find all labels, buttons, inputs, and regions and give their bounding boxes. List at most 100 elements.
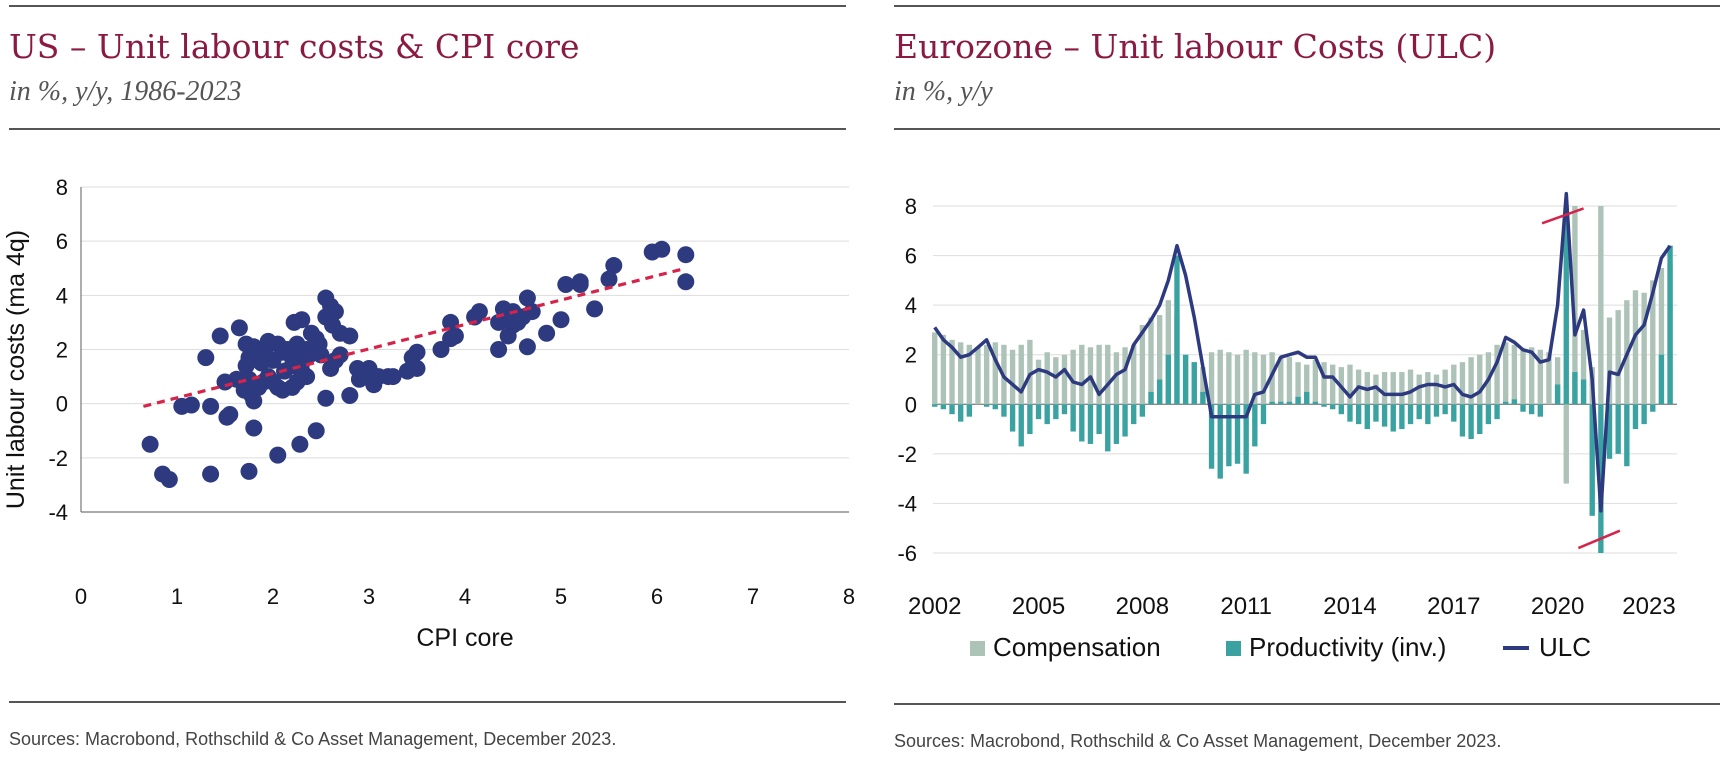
us-panel: US – Unit labour costs & CPI core in %, …: [0, 0, 860, 759]
productivity-bar: [1191, 362, 1197, 405]
compensation-bar: [1009, 349, 1016, 405]
footer-rule: [9, 701, 846, 703]
productivity-bar: [1131, 404, 1137, 425]
productivity-bar: [940, 404, 947, 410]
x-tick-label: 6: [651, 584, 663, 609]
compensation-bar: [1554, 357, 1561, 405]
scatter-point: [408, 359, 426, 377]
compensation-bar: [1053, 357, 1059, 405]
compensation-bar: [975, 347, 981, 405]
compensation-bar: [1321, 362, 1327, 405]
y-tick-label: 4: [56, 283, 68, 308]
scatter-point: [230, 319, 248, 337]
productivity-bar: [1624, 404, 1630, 467]
productivity-bar: [1425, 404, 1431, 425]
y-tick-label: -2: [48, 446, 68, 471]
y-tick-label: -4: [897, 491, 917, 516]
y-tick-label: 2: [905, 343, 917, 368]
top-rule: [9, 5, 846, 7]
productivity-bar: [1139, 404, 1146, 417]
productivity-bar: [1598, 404, 1604, 553]
compensation-bar: [1433, 374, 1440, 405]
compensation-bar: [1399, 372, 1405, 405]
productivity-bar: [1494, 404, 1500, 420]
compensation-bar: [1139, 324, 1146, 405]
productivity-bar: [1252, 404, 1258, 447]
productivity-bar: [1433, 404, 1440, 417]
productivity-bar: [1234, 404, 1241, 464]
x-tick-label: 1: [171, 584, 183, 609]
productivity-bar: [1338, 404, 1345, 415]
eurozone-ulc-chart: 8 6 4 2 0 -2 -4 -6 2002 2005 2008 2011 2014 2017 2020 2…: [897, 191, 1677, 662]
compensation-bar: [1528, 347, 1535, 405]
compensation-bar: [1658, 267, 1665, 405]
scatter-point: [446, 327, 464, 345]
productivity-bar: [1330, 404, 1336, 410]
compensation-bar: [1503, 342, 1509, 405]
scatter-point: [240, 462, 258, 480]
scatter-point: [677, 246, 695, 264]
x-tick-label: 2023: [1622, 593, 1675, 620]
productivity-bar: [1269, 401, 1275, 405]
source-note: Sources: Macrobond, Rothschild & Co Asse…: [894, 731, 1502, 751]
compensation-bar: [1598, 206, 1604, 405]
productivity-bar: [1243, 404, 1249, 474]
compensation-bar: [1148, 317, 1154, 405]
productivity-bar: [1321, 404, 1327, 407]
productivity-bar: [1001, 404, 1007, 417]
header-rule: [9, 128, 846, 130]
compensation-bar: [1070, 349, 1076, 405]
productivity-bar: [1485, 404, 1492, 425]
productivity-bar: [1165, 354, 1171, 405]
scatter-point: [182, 396, 200, 414]
productivity-bar: [1641, 404, 1647, 425]
productivity-bar: [992, 404, 998, 410]
productivity-bar: [1606, 404, 1613, 459]
productivity-bar: [1096, 404, 1102, 435]
top-rule: [894, 5, 1720, 7]
scatter-point: [518, 338, 536, 356]
scatter-point: [552, 311, 570, 329]
productivity-bar: [958, 404, 964, 422]
compensation-bar: [1615, 310, 1621, 405]
compensation-bar: [992, 342, 998, 405]
legend-productivity-swatch: [1226, 641, 1241, 656]
productivity-bar: [1009, 404, 1016, 432]
productivity-bar: [1208, 404, 1215, 469]
y-tick-label: 8: [56, 175, 68, 200]
compensation-bar: [1580, 329, 1587, 405]
x-tick-label: 2017: [1427, 593, 1480, 620]
scatter-point: [274, 381, 292, 399]
compensation-bar: [1286, 357, 1293, 405]
compensation-bar: [1217, 349, 1223, 405]
scatter-point: [245, 419, 263, 437]
compensation-bar: [1278, 357, 1284, 405]
x-tick-label: 2005: [1012, 593, 1065, 620]
scatter-point: [557, 276, 575, 293]
scatter-point: [571, 273, 589, 291]
productivity-bar: [1580, 379, 1587, 405]
scatter-point: [341, 387, 359, 405]
x-tick-label: 3: [363, 584, 375, 609]
productivity-bar: [1528, 404, 1535, 415]
scatter-point: [408, 343, 426, 361]
productivity-bar: [1520, 404, 1526, 412]
compensation-bar: [1113, 352, 1120, 405]
compensation-bar: [1304, 364, 1310, 405]
ulc-line: [933, 191, 1672, 513]
compensation-bar: [1520, 349, 1526, 405]
axis-break-mark: [1577, 529, 1621, 550]
compensation-bar: [1381, 372, 1388, 405]
compensation-bar: [1459, 362, 1466, 405]
compensation-bar: [1330, 364, 1336, 405]
productivity-bar: [1468, 404, 1474, 439]
scatter-point: [384, 368, 402, 386]
productivity-bar: [1373, 404, 1379, 422]
productivity-bar: [1070, 404, 1076, 432]
x-tick-label: 2011: [1220, 593, 1272, 620]
productivity-bar: [1217, 404, 1223, 479]
chart-title: US – Unit labour costs & CPI core: [9, 27, 580, 66]
compensation-bar: [1096, 344, 1102, 405]
productivity-bar: [1286, 401, 1293, 405]
productivity-bar: [966, 404, 973, 417]
